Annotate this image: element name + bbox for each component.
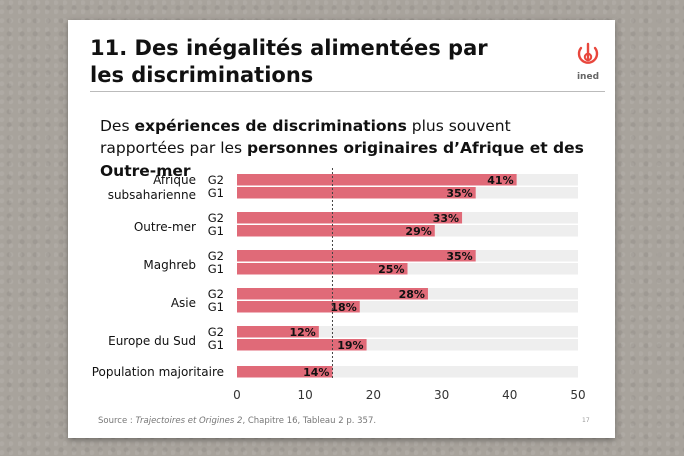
source-work: Trajectoires et Origines 2 xyxy=(135,416,243,426)
bar-value-label: 33% xyxy=(433,212,459,225)
bar-value-label: 19% xyxy=(337,339,363,352)
logo-text: ined xyxy=(576,72,600,82)
source-prefix: Source : xyxy=(98,416,136,426)
category-label: subsaharienne xyxy=(108,188,196,202)
x-tick-label: 0 xyxy=(233,388,241,402)
bar xyxy=(237,263,408,275)
generation-label: G2 xyxy=(208,211,224,225)
generation-label: G2 xyxy=(208,287,224,301)
generation-label: G1 xyxy=(208,300,224,314)
generation-label: G1 xyxy=(208,338,224,352)
subtitle-bold-1: expériences de discriminations xyxy=(134,117,407,135)
generation-label: G1 xyxy=(208,262,224,276)
x-tick-label: 40 xyxy=(502,388,517,402)
subtitle-bold-2: personnes originaires d’Afrique et des O… xyxy=(100,139,584,180)
bar xyxy=(237,339,367,351)
source-note: Source : Trajectoires et Origines 2, Cha… xyxy=(98,416,376,426)
bar xyxy=(237,250,476,262)
bar-value-label: 14% xyxy=(303,366,329,379)
bar-value-label: 25% xyxy=(378,263,404,276)
subtitle-text-2: plus souvent rapportées par les xyxy=(100,117,511,158)
slide-title: 11. Des inégalités alimentées par les di… xyxy=(90,36,488,88)
generation-label: G2 xyxy=(208,249,224,263)
slide-subtitle: Des expériences de discriminations plus … xyxy=(100,115,600,182)
bar-value-label: 29% xyxy=(405,225,431,238)
bar xyxy=(237,187,476,199)
bar-track xyxy=(237,366,578,378)
x-tick-label: 30 xyxy=(434,388,449,402)
generation-label: G1 xyxy=(208,224,224,238)
page-number: 17 xyxy=(582,417,590,424)
category-label: Maghreb xyxy=(143,258,196,272)
bar xyxy=(237,301,360,313)
bar-value-label: 35% xyxy=(446,187,472,200)
bar-value-label: 28% xyxy=(399,288,425,301)
bar xyxy=(237,366,333,378)
x-tick-label: 20 xyxy=(366,388,381,402)
generation-label: G2 xyxy=(208,325,224,339)
bar-track xyxy=(237,339,578,351)
generation-label: G1 xyxy=(208,186,224,200)
bar-value-label: 35% xyxy=(446,250,472,263)
category-label: Afrique xyxy=(153,173,196,187)
title-divider xyxy=(90,91,605,92)
bar xyxy=(237,174,517,186)
x-tick-label: 10 xyxy=(298,388,313,402)
subtitle-text-1: Des xyxy=(100,117,135,135)
bar-value-label: 41% xyxy=(487,174,513,187)
bar-value-label: 12% xyxy=(289,326,315,339)
generation-label: G2 xyxy=(208,173,224,187)
source-suffix: , Chapitre 16, Tableau 2 p. 357. xyxy=(242,416,377,426)
category-label: Asie xyxy=(171,296,196,310)
bar xyxy=(237,326,319,338)
bar xyxy=(237,212,463,224)
x-tick-label: 50 xyxy=(570,388,585,402)
category-label: Outre-mer xyxy=(134,220,196,234)
bar-track xyxy=(237,326,578,338)
bar-track xyxy=(237,301,578,313)
ined-logo: ined xyxy=(571,40,605,88)
ined-logo-icon xyxy=(577,42,599,64)
category-label: Europe du Sud xyxy=(108,334,196,348)
bar-value-label: 18% xyxy=(330,301,356,314)
category-label: Population majoritaire xyxy=(92,365,224,379)
bar xyxy=(237,225,435,237)
